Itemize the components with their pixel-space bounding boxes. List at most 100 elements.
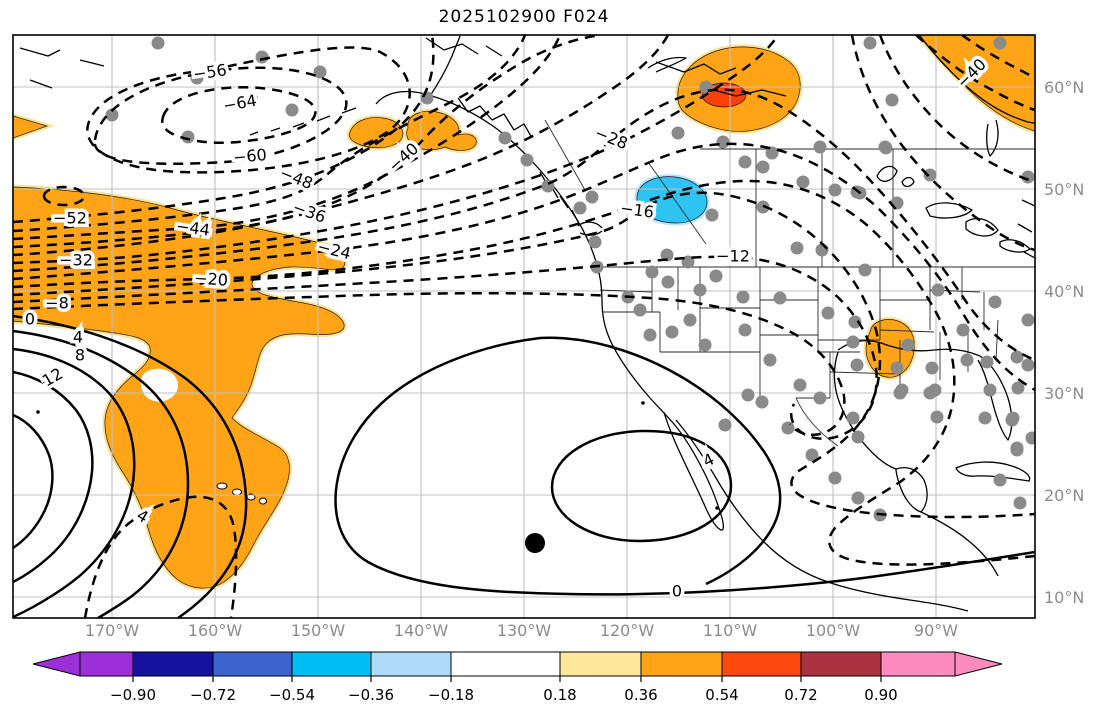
lon-tick-label: 160°W — [188, 621, 243, 640]
station-dot — [763, 353, 777, 367]
lat-tick-label: 30°N — [1044, 384, 1084, 403]
station-dot — [738, 323, 752, 337]
station-dot — [988, 295, 1002, 309]
contour-negative — [13, 35, 670, 257]
station-dot — [858, 263, 872, 277]
contour-negative — [13, 35, 601, 249]
lon-tick-label: 110°W — [703, 621, 758, 640]
station-dot — [661, 275, 675, 289]
contour-negative — [13, 35, 562, 241]
station-dot — [993, 36, 1007, 50]
station-dot — [718, 418, 732, 432]
station-dot — [420, 91, 434, 105]
coastline — [375, 90, 433, 105]
station-dot — [1025, 431, 1035, 445]
station-dot — [1013, 496, 1027, 510]
colorbar-segment — [132, 651, 214, 677]
station-dot — [665, 325, 679, 339]
station-dot — [796, 175, 810, 189]
station-dot — [765, 146, 779, 160]
anomaly-shading — [13, 35, 1035, 591]
station-dot — [671, 126, 685, 140]
contour-negative — [13, 35, 435, 224]
station-dot — [741, 388, 755, 402]
station-dot — [585, 190, 599, 204]
station-dot — [805, 448, 819, 462]
station-dot — [813, 391, 827, 405]
lat-tick-label: 20°N — [1044, 486, 1084, 505]
coastline — [539, 171, 579, 223]
station-dot — [698, 338, 712, 352]
state-border — [647, 161, 707, 245]
station-dot — [498, 131, 512, 145]
hawaii-island — [259, 497, 267, 505]
station-dot — [1021, 358, 1035, 372]
contour-label: 0 — [672, 582, 682, 601]
station-dot — [923, 168, 937, 182]
contour-negative — [13, 35, 780, 265]
colorbar-tick-label: 0.36 — [624, 686, 657, 704]
station-dot — [790, 241, 804, 255]
station-dot — [520, 153, 534, 167]
lon-tick-label: 170°W — [85, 621, 140, 640]
colorbar-over-arrow — [954, 651, 1003, 677]
station-dot — [313, 65, 327, 79]
station-dot — [681, 255, 695, 269]
contour-positive — [550, 429, 733, 543]
colorbar-tick-label: −0.36 — [348, 686, 394, 704]
station-dot — [1021, 313, 1035, 327]
station-dot — [893, 386, 907, 400]
colorbar-tick-label: 0.90 — [864, 686, 897, 704]
contour-positive — [539, 336, 782, 586]
station-dot — [863, 36, 877, 50]
contour-label: −8 — [45, 294, 69, 313]
coastline — [876, 165, 898, 182]
station-dots — [105, 36, 1035, 522]
state-border — [829, 371, 901, 375]
contour-negative — [13, 291, 846, 436]
lat-tick-label: 50°N — [1044, 180, 1084, 199]
coastline — [901, 176, 915, 188]
contour-negative — [86, 46, 411, 174]
map-frame — [12, 34, 1036, 619]
contour-positive — [13, 413, 54, 550]
station-dot — [925, 361, 939, 375]
station-dot — [978, 411, 992, 425]
station-dot — [846, 335, 860, 349]
state-border — [544, 119, 586, 191]
contour-negative — [915, 35, 1035, 112]
colorbar: −0.90 −0.72 −0.54 −0.36 −0.18 0.18 0.36 0.54 0.7… — [32, 651, 1003, 704]
station-dot — [1010, 350, 1024, 364]
coastline — [925, 202, 973, 219]
station-dot — [181, 130, 195, 144]
station-dot — [960, 353, 974, 367]
station-dot — [885, 93, 899, 107]
contour-positive — [334, 336, 1035, 596]
colorbar-tick-label: −0.90 — [110, 686, 156, 704]
colorbar-tick-label: 0.72 — [784, 686, 817, 704]
contour-negative — [13, 191, 1035, 519]
hawaii-island — [232, 488, 242, 496]
contour-label: −20 — [194, 268, 229, 289]
colorbar-segment — [640, 651, 723, 677]
station-dot — [643, 328, 657, 342]
contour-positive — [13, 329, 190, 618]
colorbar-segment — [800, 651, 882, 677]
station-dot — [890, 361, 904, 375]
station-dot — [573, 201, 587, 215]
station-dot — [983, 383, 997, 397]
contour-positive — [13, 370, 94, 584]
contour-negative — [161, 86, 317, 144]
station-dot — [931, 283, 945, 297]
station-dot — [1010, 443, 1024, 457]
coastline — [919, 35, 1035, 124]
coastline — [431, 95, 725, 531]
station-dot — [846, 411, 860, 425]
station-dot — [736, 290, 750, 304]
contour-label: 0 — [25, 310, 35, 329]
coastline — [955, 461, 1031, 482]
contour-negative — [13, 35, 527, 233]
positive-anomaly-region — [348, 117, 404, 149]
